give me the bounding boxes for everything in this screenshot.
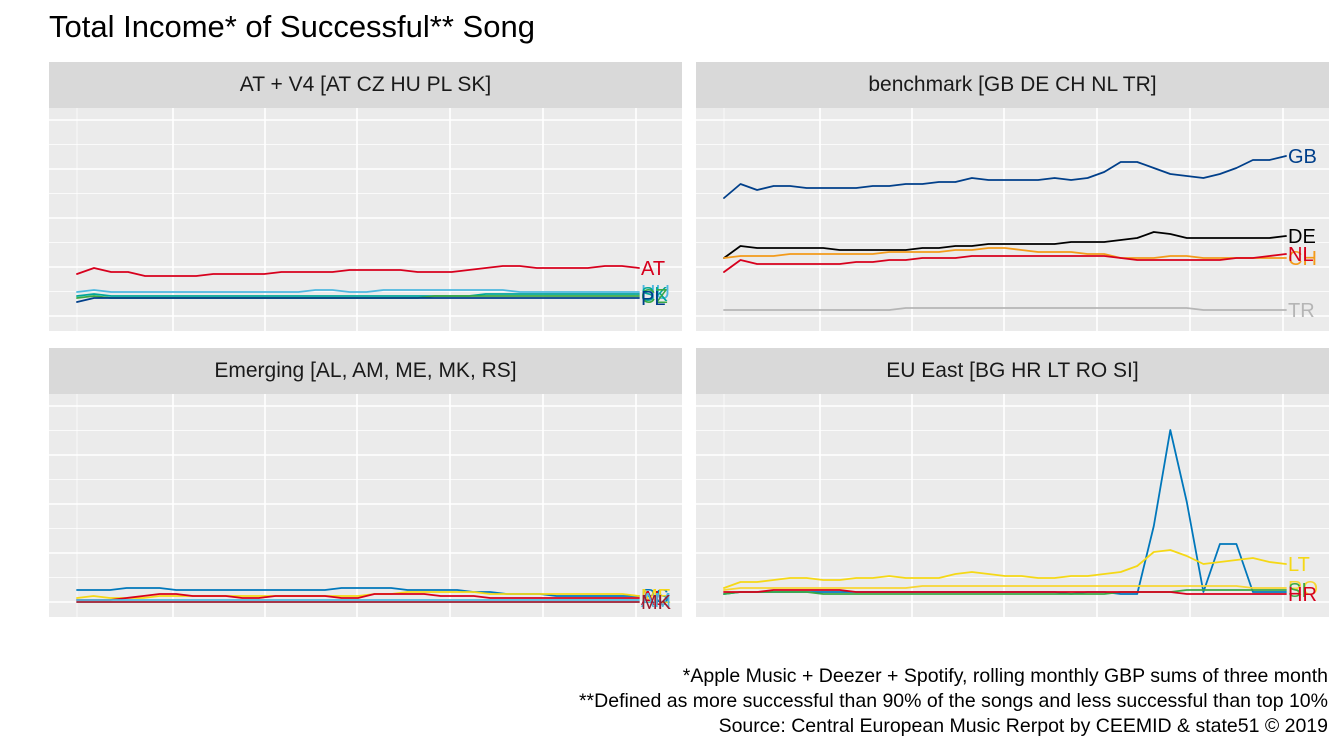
caption-footnote-1: *Apple Music + Deezer + Spotify, rolling… [682,665,1328,687]
plot-area: RS ME AL AM MK [49,394,682,617]
caption-footnote-2: **Defined as more successful than 90% of… [578,690,1328,712]
end-label-am: AM [641,590,671,612]
end-label-sk: SK [641,284,668,306]
end-label-ch: CH [1288,248,1317,270]
facet-panel-emerging: Emerging [AL, AM, ME, MK, RS] RS ME AL AM MK [49,348,682,617]
facet-strip: EU East [BG HR LT RO SI] [696,348,1329,394]
end-label-hu: HU [641,282,670,304]
gridlines [49,108,682,331]
caption-source: Source: Central European Music Rerpot by… [718,715,1328,737]
gridlines [696,394,1329,617]
end-label-me: ME [641,586,671,608]
plot-area: LT RO SI HR [696,394,1329,617]
end-label-pl: PL [641,288,665,310]
facet-strip: benchmark [GB DE CH NL TR] [696,62,1329,108]
series-line-tr [723,307,1287,311]
series-line-de [723,231,1287,259]
end-label-cz: CZ [641,286,668,308]
series-line-ro [723,585,1287,591]
facet-panel-at-v4: AT + V4 [AT CZ HU PL SK] AT HU SK CZ PL [49,62,682,331]
series-line-hu [76,289,640,293]
end-label-gb: GB [1288,146,1317,168]
series-line-al [76,593,640,601]
end-label-lt: LT [1288,554,1310,576]
end-label-tr: TR [1288,300,1315,322]
end-label-al: AL [641,588,665,610]
series-line-at [76,265,640,277]
gridlines [696,108,1329,331]
series-line-si [723,589,1287,595]
end-label-mk: MK [641,592,672,614]
end-label-hr: HR [1288,584,1317,606]
chart-title: Total Income* of Successful** Song [49,9,535,44]
series-line-nl [723,253,1287,273]
series-line-hr [723,589,1287,595]
facet-strip: AT + V4 [AT CZ HU PL SK] [49,62,682,108]
plot-area: AT HU SK CZ PL [49,108,682,331]
series-line-lt [723,549,1287,589]
plot-area: GB DE CH NL TR [696,108,1329,331]
series-line-gb [723,155,1287,199]
end-label-ro: RO [1288,578,1318,600]
series-line-sk [76,293,640,297]
end-label-at: AT [641,258,665,280]
series-line-ch [723,247,1287,259]
facet-panel-benchmark: benchmark [GB DE CH NL TR] GB DE CH NL TR [696,62,1329,331]
series-line-me [76,591,640,599]
end-label-rs: RS [641,586,669,608]
series-line-pl [76,297,640,303]
gridlines [49,394,682,617]
facet-panel-eu-east: EU East [BG HR LT RO SI] LT RO SI HR [696,348,1329,617]
end-label-nl: NL [1288,244,1314,266]
end-label-de: DE [1288,226,1316,248]
end-label-si: SI [1288,580,1307,602]
facet-strip: Emerging [AL, AM, ME, MK, RS] [49,348,682,394]
